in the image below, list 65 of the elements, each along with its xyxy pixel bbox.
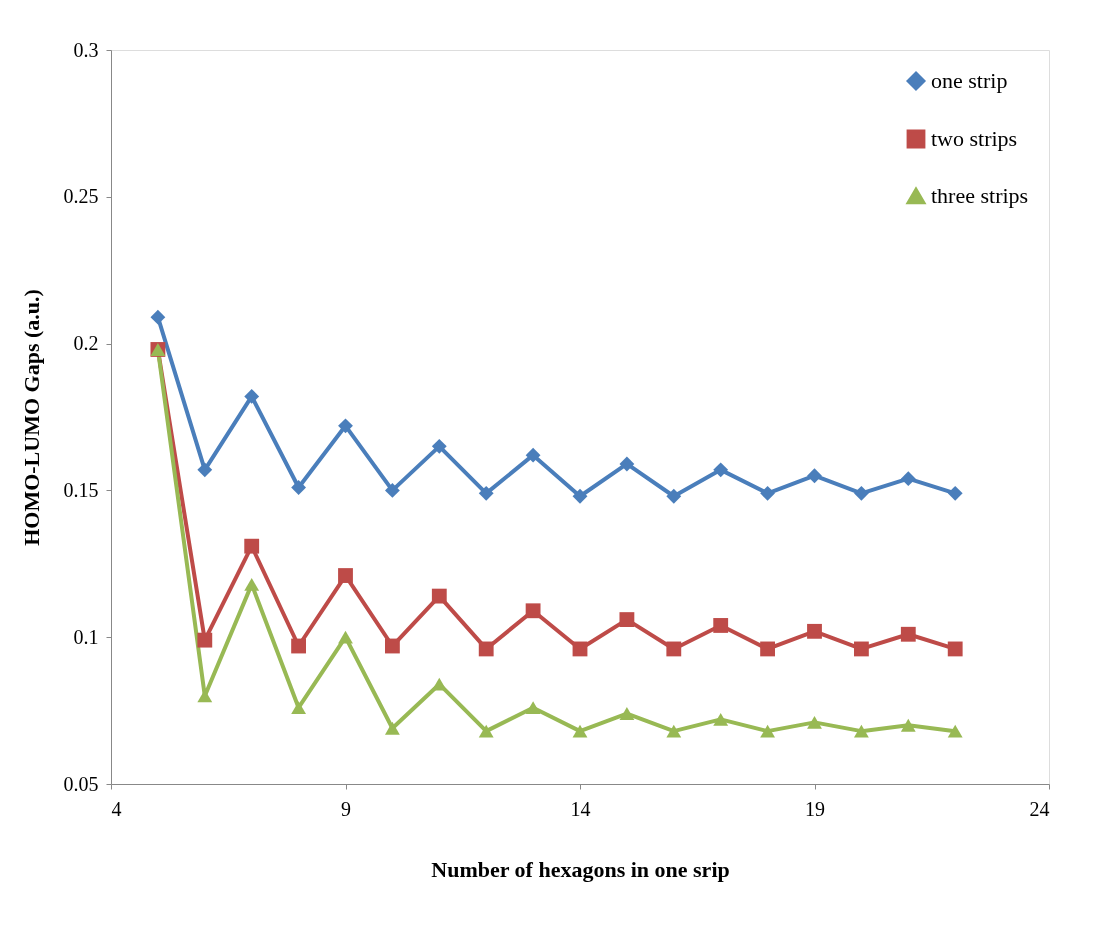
x-tick-label: 9 — [341, 797, 351, 820]
y-axis-title: HOMO-LUMO Gaps (a.u.) — [18, 289, 44, 546]
x-tick-label: 19 — [805, 797, 825, 820]
point — [197, 632, 213, 648]
point — [572, 724, 588, 738]
x-axis-title: Number of hexagons in one srip — [431, 856, 730, 882]
point — [760, 724, 776, 738]
point — [150, 309, 166, 325]
x-tick-label: 4 — [111, 797, 122, 820]
point — [525, 701, 541, 715]
point — [853, 485, 869, 501]
point — [338, 418, 353, 434]
point — [291, 701, 307, 715]
point — [666, 724, 682, 738]
point — [713, 712, 729, 726]
point — [947, 641, 963, 657]
point — [760, 641, 776, 657]
point — [853, 724, 869, 738]
point — [900, 718, 916, 732]
x-tick-label: 14 — [570, 797, 591, 820]
point — [244, 389, 260, 404]
point — [478, 485, 494, 501]
point — [666, 488, 682, 504]
point — [853, 641, 869, 657]
y-tick-label: 0.05 — [63, 772, 99, 795]
point — [525, 447, 541, 463]
point — [338, 568, 353, 583]
point — [384, 482, 400, 498]
point — [666, 641, 682, 657]
point — [291, 480, 307, 495]
point — [807, 468, 822, 484]
y-tick-label: 0.2 — [73, 332, 99, 355]
point — [431, 438, 447, 454]
y-tick-label: 0.1 — [73, 625, 99, 648]
point — [900, 471, 916, 487]
y-tick-label: 0.15 — [63, 478, 99, 501]
point — [947, 485, 963, 501]
point — [900, 626, 916, 642]
legend-label: two strips — [931, 126, 1018, 151]
point — [525, 603, 541, 619]
point — [384, 721, 400, 735]
point — [807, 715, 822, 729]
point — [478, 641, 494, 657]
y-tick-label: 0.25 — [63, 185, 99, 208]
point — [384, 638, 400, 654]
point — [619, 707, 635, 720]
legend-label: one strip — [931, 68, 1008, 93]
point — [713, 618, 729, 633]
point — [244, 577, 260, 591]
y-tick-label: 0.3 — [73, 38, 99, 61]
point — [478, 724, 494, 738]
point — [760, 485, 776, 501]
point — [619, 612, 635, 627]
point — [572, 488, 588, 504]
point — [947, 724, 963, 738]
point — [431, 588, 447, 604]
point — [807, 623, 822, 639]
legend-label: three strips — [931, 183, 1029, 208]
point — [244, 538, 260, 554]
point — [291, 638, 307, 654]
point — [197, 462, 213, 478]
point — [338, 630, 353, 644]
point — [619, 456, 635, 472]
x-tick-label: 24 — [1029, 797, 1050, 820]
point — [713, 462, 729, 478]
